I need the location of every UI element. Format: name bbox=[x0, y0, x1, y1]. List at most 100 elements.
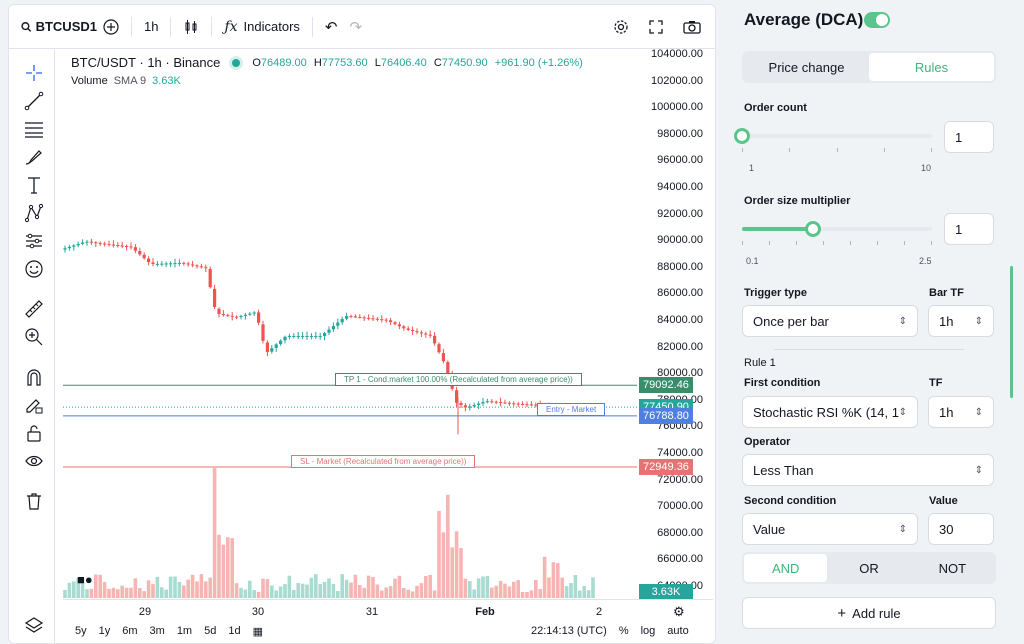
calendar-icon[interactable]: ▦ bbox=[252, 626, 263, 638]
logic-and[interactable]: AND bbox=[744, 554, 828, 582]
fullscreen-button[interactable] bbox=[643, 13, 669, 41]
candle-body bbox=[173, 263, 177, 265]
indicators-button[interactable]: ƒx Indicators bbox=[218, 13, 305, 41]
auto-toggle[interactable]: auto bbox=[667, 625, 689, 637]
volume-bar bbox=[261, 578, 265, 598]
volume-bar bbox=[278, 586, 283, 598]
prediction-tool[interactable] bbox=[23, 230, 45, 252]
range-1d[interactable]: 1d bbox=[228, 625, 241, 637]
ohlc-values: O76489.00 H77753.60 L76406.40 C77450.90 … bbox=[252, 56, 583, 69]
candle-body bbox=[490, 401, 494, 403]
candle-body bbox=[340, 319, 344, 323]
undo-button[interactable]: ↶ bbox=[319, 13, 344, 41]
price-tick: 80000.00 bbox=[657, 367, 703, 380]
visibility-tool[interactable] bbox=[23, 450, 45, 472]
pattern-tool[interactable] bbox=[23, 202, 45, 224]
volume-bar bbox=[230, 538, 234, 598]
crosshair-tool[interactable] bbox=[23, 62, 45, 84]
delete-tool[interactable] bbox=[23, 490, 45, 512]
panel-scrollbar[interactable] bbox=[1010, 266, 1013, 398]
slider-handle[interactable] bbox=[734, 128, 750, 144]
price-tick: 92000.00 bbox=[657, 207, 703, 220]
volume-bar bbox=[309, 577, 314, 598]
add-rule-button[interactable]: + Add rule bbox=[742, 597, 996, 629]
bottom-bar: 5y 1y 6m 3m 1m 5d 1d ▦ 22:14:13 (UTC) % … bbox=[63, 625, 713, 643]
tab-price-change[interactable]: Price change bbox=[768, 59, 845, 75]
second-condition-select[interactable]: Value ⇕ bbox=[742, 513, 918, 545]
multiplier-input[interactable]: 1 bbox=[944, 213, 994, 245]
value-input[interactable]: 30 bbox=[928, 513, 994, 545]
object-tree-tool[interactable] bbox=[23, 614, 45, 636]
range-5y[interactable]: 5y bbox=[75, 625, 87, 637]
candle-body bbox=[129, 246, 133, 248]
tab-rules[interactable]: Rules bbox=[869, 53, 994, 81]
interval-button[interactable]: 1h bbox=[144, 19, 159, 34]
range-5d[interactable]: 5d bbox=[204, 625, 217, 637]
emoji-tool[interactable] bbox=[23, 258, 45, 280]
settings-button[interactable] bbox=[607, 13, 635, 41]
log-toggle[interactable]: log bbox=[640, 625, 656, 637]
bar-tf-value: 1h bbox=[939, 313, 954, 329]
candle-body bbox=[367, 317, 371, 319]
symbol-label: BTCUSD1 bbox=[35, 19, 97, 34]
range-1y[interactable]: 1y bbox=[98, 625, 111, 637]
entry-order-label[interactable]: Entry - Market bbox=[537, 403, 606, 416]
symbol-search[interactable]: BTCUSD1 bbox=[21, 19, 97, 34]
order-count-min: 1 bbox=[749, 163, 755, 173]
volume-bar bbox=[322, 582, 327, 598]
candle-body bbox=[521, 403, 525, 405]
time-axis[interactable]: 29 30 31 Feb 2 ⚙ bbox=[63, 599, 713, 623]
redo-button[interactable]: ↷ bbox=[344, 13, 369, 41]
tp-order-label[interactable]: TP 1 - Cond.market 100.00% (Recalculated… bbox=[335, 373, 582, 386]
ruler-tool[interactable] bbox=[23, 298, 45, 320]
legend-title: BTC/USDT · 1h · Binance bbox=[71, 55, 221, 70]
zoom-tool[interactable] bbox=[23, 326, 45, 348]
chart-type-button[interactable] bbox=[177, 13, 205, 41]
compare-button[interactable] bbox=[97, 13, 125, 41]
dca-enable-toggle[interactable] bbox=[864, 12, 890, 28]
operator-select[interactable]: Less Than ⇕ bbox=[742, 454, 994, 486]
range-6m[interactable]: 6m bbox=[122, 625, 138, 637]
volume-bar bbox=[164, 589, 168, 598]
slider-ticks bbox=[742, 241, 932, 245]
logic-not[interactable]: NOT bbox=[938, 560, 967, 576]
order-count-slider[interactable] bbox=[734, 128, 932, 144]
candle-body bbox=[375, 318, 379, 320]
candle-body bbox=[208, 269, 212, 288]
price-chart[interactable]: ■● bbox=[63, 50, 637, 598]
slider-handle[interactable] bbox=[805, 221, 822, 237]
screenshot-button[interactable] bbox=[677, 13, 707, 41]
text-tool[interactable] bbox=[23, 174, 45, 196]
fib-tool[interactable] bbox=[23, 118, 45, 140]
chart-legend: BTC/USDT · 1h · Binance O76489.00 H77753… bbox=[71, 55, 587, 70]
order-count-input[interactable]: 1 bbox=[944, 121, 994, 153]
axis-settings-icon[interactable]: ⚙ bbox=[673, 604, 685, 619]
percent-toggle[interactable]: % bbox=[618, 625, 629, 637]
logic-or[interactable]: OR bbox=[859, 560, 879, 576]
volume-bar bbox=[512, 581, 516, 598]
range-1m[interactable]: 1m bbox=[176, 625, 193, 637]
divider bbox=[131, 16, 132, 37]
candle-body bbox=[94, 242, 98, 244]
magnet-tool[interactable] bbox=[23, 366, 45, 388]
volume-bar bbox=[177, 582, 182, 598]
volume-bar bbox=[353, 574, 358, 598]
candle-body bbox=[279, 340, 283, 345]
range-3m[interactable]: 3m bbox=[149, 625, 165, 637]
tf-select[interactable]: 1h ⇕ bbox=[928, 396, 994, 428]
candle-body bbox=[345, 316, 349, 319]
sl-order-label[interactable]: SL - Market (Recalculated from average p… bbox=[291, 455, 476, 468]
lock-tool[interactable] bbox=[23, 422, 45, 444]
bar-tf-select[interactable]: 1h ⇕ bbox=[928, 305, 994, 337]
first-condition-select[interactable]: Stochastic RSI %K (14, 14...⇕ bbox=[742, 396, 918, 428]
trendline-tool[interactable] bbox=[23, 90, 45, 112]
multiplier-slider[interactable] bbox=[742, 221, 932, 237]
candle-body bbox=[67, 246, 71, 249]
trigger-type-select[interactable]: Once per bar ⇕ bbox=[742, 305, 918, 337]
lock-drawing-tool[interactable] bbox=[23, 394, 45, 416]
rule-title: Rule 1 bbox=[744, 357, 776, 369]
price-axis[interactable]: 104000.00 102000.00 100000.00 98000.00 96000… bbox=[637, 48, 715, 600]
brush-tool[interactable] bbox=[23, 146, 45, 168]
price-tick: 70000.00 bbox=[657, 500, 703, 513]
drawing-toolbar bbox=[9, 50, 55, 643]
